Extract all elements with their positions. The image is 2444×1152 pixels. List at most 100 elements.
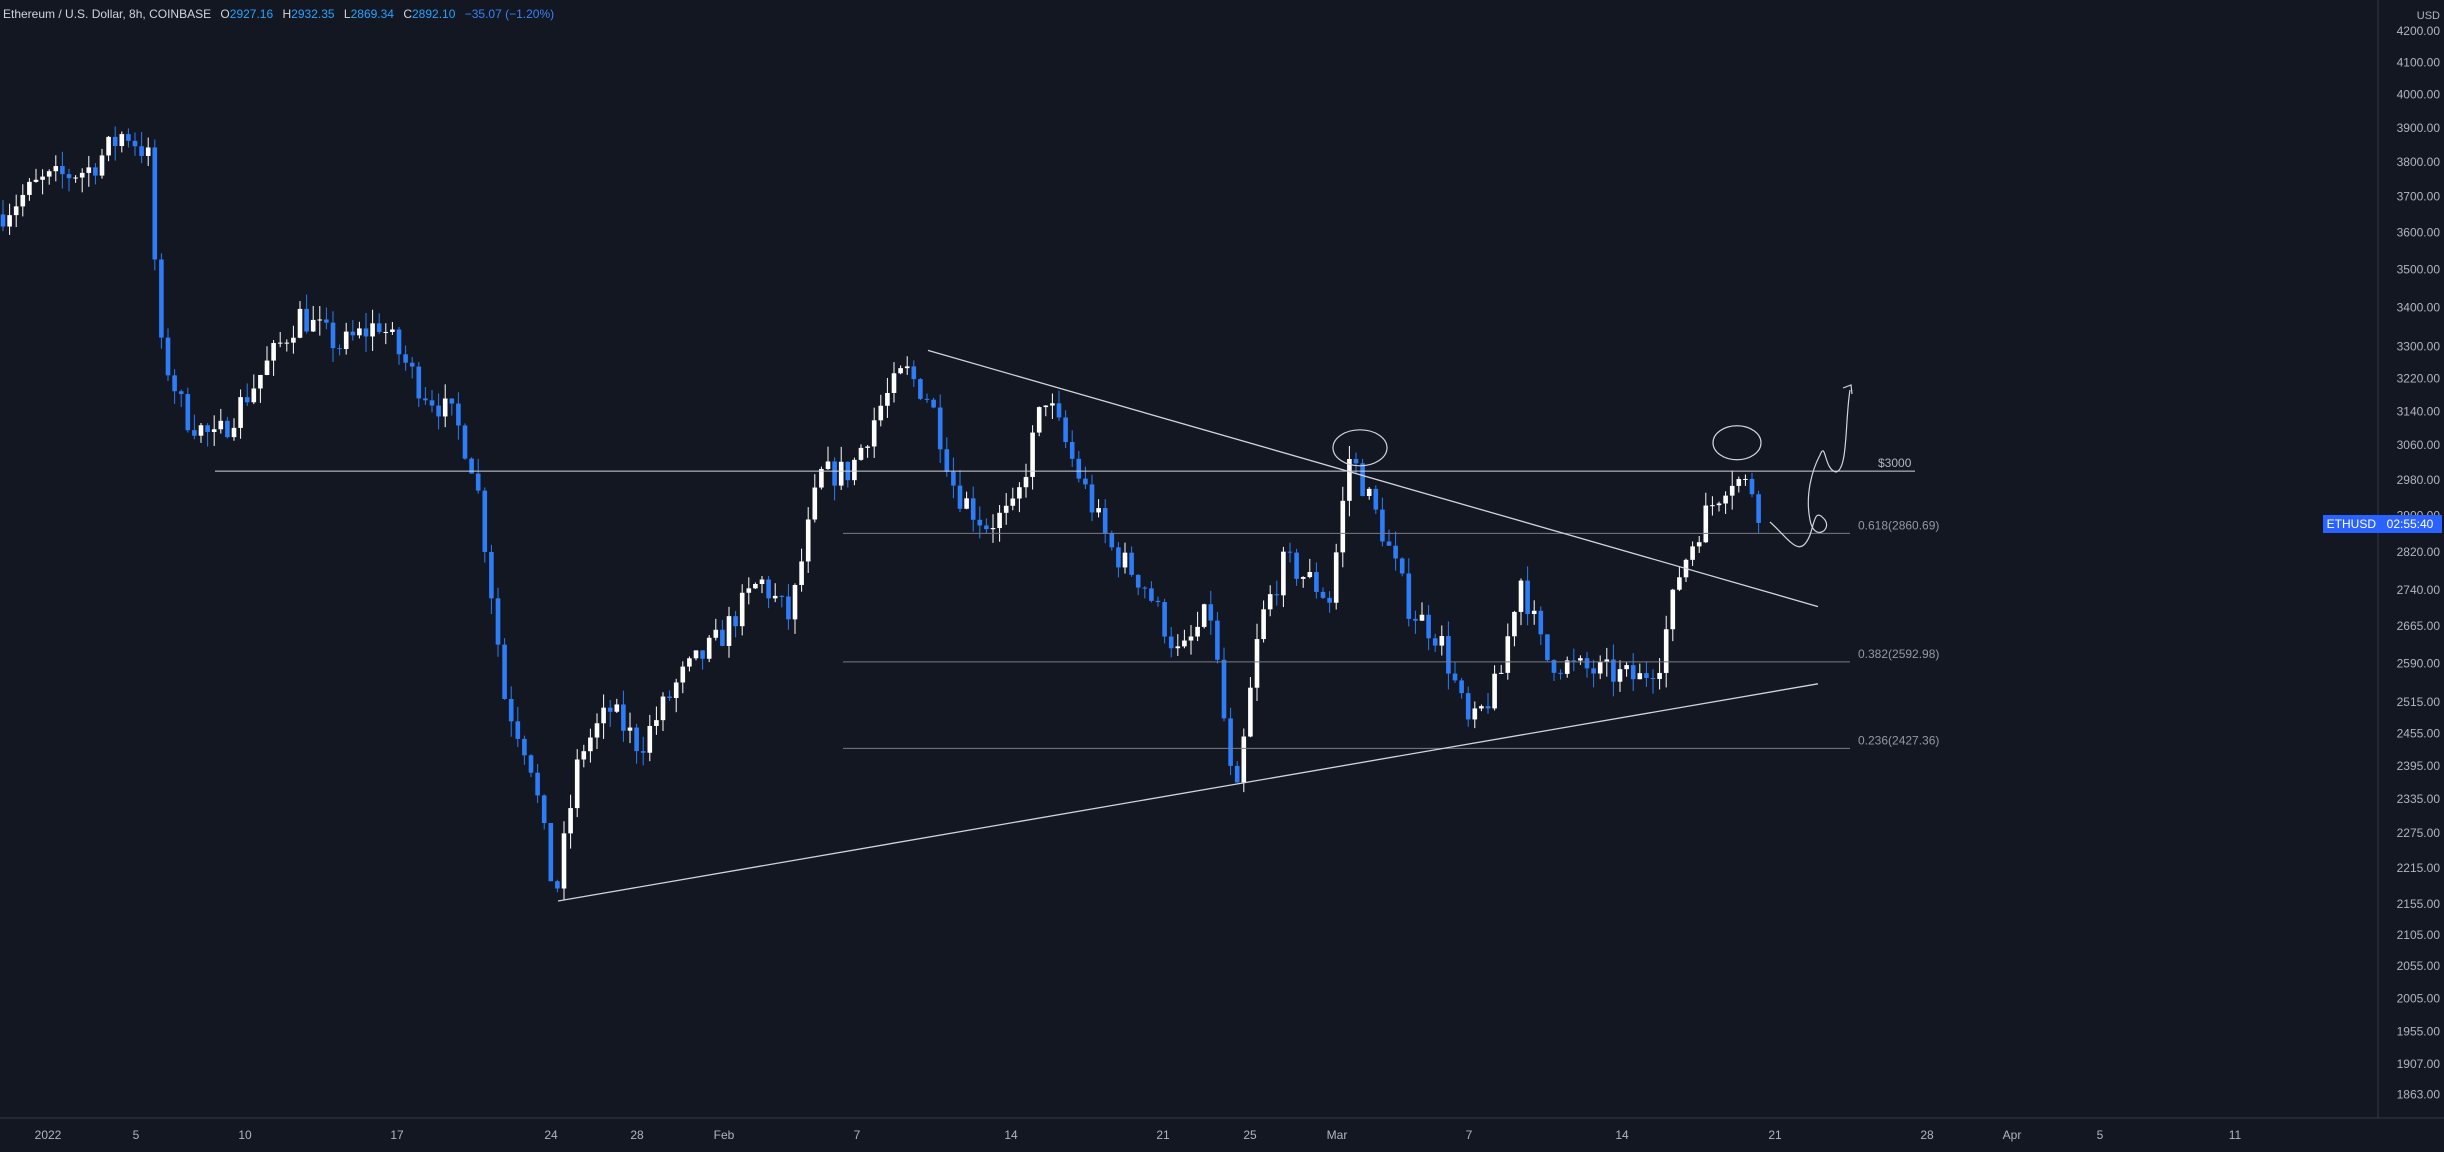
candle [1333, 543, 1339, 610]
candle [53, 155, 59, 182]
candle [502, 638, 507, 700]
descending-trendline [927, 349, 1819, 608]
candle-body [799, 561, 804, 586]
candle-body [1188, 636, 1194, 641]
price-tick-label: 3700.00 [2397, 190, 2441, 204]
candle [383, 323, 389, 345]
candle [1479, 704, 1484, 712]
candle [284, 339, 290, 352]
candle-body [1149, 588, 1154, 601]
candle [0, 200, 6, 232]
candle [357, 321, 362, 339]
candle [1584, 651, 1590, 678]
candle-body [680, 666, 686, 683]
candle-body [165, 337, 171, 376]
candle [185, 387, 191, 433]
candle [1373, 485, 1379, 514]
price-tick-label: 2590.00 [2397, 656, 2441, 670]
candle [1498, 664, 1504, 674]
candle [225, 416, 230, 439]
candle-body [1426, 614, 1431, 639]
candle [706, 635, 712, 663]
candle-body [264, 360, 270, 375]
price-tick-label: 2665.00 [2397, 619, 2441, 633]
candle [1505, 623, 1511, 680]
candle-body [607, 707, 613, 712]
candle [805, 507, 811, 573]
candle-body [601, 707, 606, 724]
candle [918, 378, 923, 401]
candle-body [1122, 552, 1128, 568]
candle [1201, 603, 1207, 629]
candle [561, 821, 567, 901]
candle-body [211, 429, 217, 432]
candle-body [1518, 580, 1524, 612]
candle-body [1545, 634, 1550, 661]
candle-body [284, 342, 290, 344]
candle-body [1366, 488, 1372, 496]
candle [522, 735, 527, 765]
candle-body [1360, 463, 1365, 496]
candle-body [1670, 589, 1676, 630]
candle-body [786, 596, 791, 620]
candle [937, 394, 943, 464]
candle-body [1208, 604, 1214, 621]
candle-body [1690, 546, 1695, 560]
time-tick-label: 17 [390, 1128, 404, 1142]
candle [1650, 669, 1656, 694]
candle-body [568, 808, 573, 834]
candle-body [1228, 718, 1233, 766]
candle-body [904, 366, 910, 369]
candle-body [297, 308, 303, 338]
candle-body [924, 398, 930, 400]
candle-body [40, 176, 45, 180]
candle-body [759, 579, 765, 585]
candle-body [357, 328, 362, 336]
candle [1545, 634, 1550, 662]
candle [1003, 493, 1009, 525]
candle [515, 706, 521, 747]
candle [588, 728, 593, 763]
candle [86, 155, 92, 187]
highlight-circle [1332, 429, 1388, 467]
candle [436, 393, 441, 430]
candle [654, 706, 659, 735]
time-tick-label: 28 [1920, 1128, 1934, 1142]
candle-body [654, 720, 659, 726]
candle-body [713, 629, 719, 638]
candle-body [1611, 659, 1616, 682]
time-tick-label: 14 [1615, 1128, 1629, 1142]
candle-body [1492, 673, 1497, 709]
candle [192, 414, 197, 440]
candle-body [508, 698, 514, 722]
drawings: $3000 0.618(2860.69) 0.382(2592.98) 0.236(2… [215, 349, 1939, 902]
candle-body [574, 759, 580, 809]
candle-body [1023, 476, 1029, 488]
candle [1135, 574, 1141, 596]
candle-body [581, 751, 587, 760]
candle [66, 168, 72, 192]
candle-body [918, 379, 923, 399]
candle [1017, 482, 1022, 513]
price-tick-label: 2395.00 [2397, 759, 2441, 773]
candle-body [1630, 665, 1636, 680]
candle [858, 444, 864, 461]
candle-body [964, 498, 969, 509]
candle [330, 311, 336, 363]
candle-body [205, 425, 210, 432]
candle-body [126, 134, 131, 141]
candle [799, 548, 804, 592]
candle-body [871, 420, 877, 447]
candle-body [1465, 693, 1471, 720]
candle-body [878, 405, 884, 421]
candle-body [396, 329, 402, 355]
candle [1149, 581, 1154, 603]
candle-body [244, 397, 250, 403]
time-tick-label: 25 [1243, 1128, 1257, 1142]
candle [337, 344, 342, 356]
candle-body [911, 366, 917, 380]
candle-body [1017, 487, 1022, 499]
candle [865, 445, 870, 458]
candle [1657, 658, 1662, 690]
